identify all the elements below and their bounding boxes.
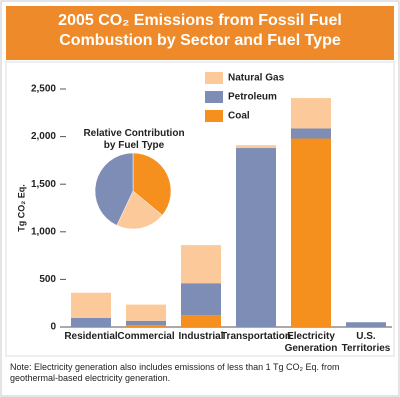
chart-title: 2005 CO₂ Emissions from Fossil Fuel Comb… <box>58 12 342 49</box>
plot-frame <box>5 61 395 357</box>
bar-segment <box>126 320 166 326</box>
bar-segment <box>236 148 276 327</box>
x-tick-label: Residential <box>64 331 118 342</box>
bar-segment <box>291 128 331 139</box>
bar-segment <box>346 322 386 327</box>
x-tick-label: U.S. Territories <box>341 331 391 354</box>
x-tick-label: Transportation <box>221 331 292 342</box>
pie-slice <box>94 152 134 226</box>
y-tick-label: 2,000 <box>31 131 56 142</box>
bar-segment <box>126 325 166 327</box>
y-axis-label: Tg CO₂ Eq. <box>16 184 26 232</box>
bar-segment <box>236 145 276 149</box>
y-tick-label: 2,500 <box>31 84 56 95</box>
y-tick-label: 0 <box>50 322 56 333</box>
bar-segment <box>71 292 111 318</box>
legend-label: Petroleum <box>228 92 277 103</box>
bar-segment <box>181 315 221 327</box>
bar-segment <box>291 98 331 129</box>
legend-label: Coal <box>228 111 250 122</box>
y-tick-label: 1,500 <box>31 179 56 190</box>
legend-swatch <box>205 91 223 103</box>
legend-swatch <box>205 110 223 122</box>
pie-slice <box>132 152 172 216</box>
legend-swatch <box>205 72 223 84</box>
title-banner <box>6 6 394 60</box>
bar-segment <box>181 283 221 316</box>
bar-segment <box>181 245 221 284</box>
x-tick-label: Industrial <box>178 331 224 342</box>
bar-segment <box>71 317 111 327</box>
pie-slice <box>116 190 163 230</box>
pie-title: Relative Contribution by Fuel Type <box>83 128 185 151</box>
y-tick-label: 500 <box>39 274 56 285</box>
bar-segment <box>126 304 166 321</box>
x-tick-label: Commercial <box>117 331 175 342</box>
legend-label: Natural Gas <box>228 73 285 84</box>
bar-segment <box>291 138 331 327</box>
x-tick-label: Electricity Generation <box>284 331 338 354</box>
y-tick-label: 1,000 <box>31 226 56 237</box>
note: Note: Electricity generation also includ… <box>10 362 340 383</box>
